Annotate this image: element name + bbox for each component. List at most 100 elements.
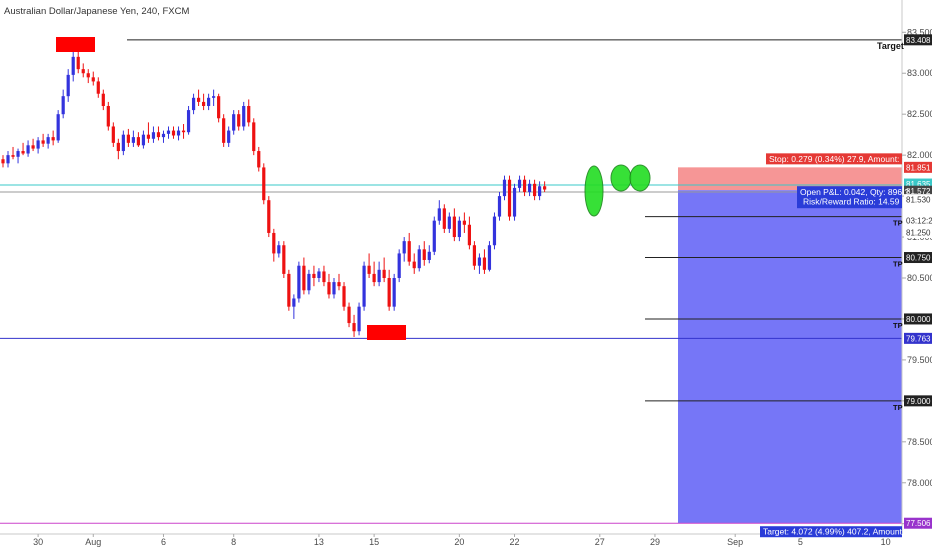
candle-body <box>482 257 487 270</box>
pnl-info-bg <box>797 186 902 209</box>
support-price-badge: 79.763 <box>906 334 931 343</box>
candle-body <box>522 179 527 192</box>
x-tick-label: 6 <box>161 537 166 547</box>
risk-reward-text: Risk/Reward Ratio: 14.59 <box>803 197 900 207</box>
countdown-badge-bg <box>904 215 932 227</box>
target-info-text: Target: 4.072 (4.99%) 407.2, Amount:... <box>763 527 911 537</box>
candle-body <box>31 145 35 149</box>
candle-body <box>71 56 75 75</box>
candle-body <box>232 114 236 131</box>
candle-body <box>91 77 95 82</box>
y-tick-label: 78.500 <box>907 437 932 447</box>
x-tick-label: 27 <box>595 537 605 547</box>
candle-body <box>217 96 221 119</box>
candle-body <box>322 271 326 283</box>
candle-body <box>502 179 507 197</box>
candle-body <box>257 151 261 168</box>
price-81530-badge: 81.530 <box>906 196 931 205</box>
candle-body <box>292 298 296 307</box>
tp-price-badge-4-bg <box>904 395 932 407</box>
stop-zone <box>678 167 902 191</box>
candle-body <box>543 186 547 190</box>
candle-body <box>126 134 130 143</box>
y-tick-label: 82.500 <box>907 109 932 119</box>
candle-body <box>422 249 426 260</box>
candle-body <box>136 137 141 146</box>
target-zone <box>678 190 902 524</box>
candle-body <box>532 183 537 197</box>
candle-body <box>66 74 70 97</box>
target-price-badge: 83.408 <box>906 36 931 45</box>
target-price-badge-bg <box>904 34 932 46</box>
candle-body <box>342 286 346 307</box>
candle-body <box>171 130 176 136</box>
candle-body <box>302 265 306 291</box>
entry-price-badge: 81.572 <box>906 187 931 196</box>
candle-body <box>96 81 100 94</box>
y-tick-label: 79.500 <box>907 355 932 365</box>
candle-body <box>372 273 376 283</box>
candle-body <box>412 261 416 269</box>
x-tick-label: 5 <box>798 537 803 547</box>
candle-body <box>156 132 161 138</box>
x-tick-label: 8 <box>231 537 236 547</box>
candle-body <box>26 145 30 154</box>
high-marker <box>56 37 95 52</box>
x-tick-label: 10 <box>881 537 891 547</box>
candle-body <box>202 101 206 106</box>
price-81530-badge-bg <box>904 194 932 206</box>
candle-body <box>407 241 411 262</box>
x-tick-label: 29 <box>650 537 660 547</box>
pattern-ellipse <box>610 164 632 192</box>
candle-body <box>442 208 446 229</box>
candle-body <box>6 155 10 164</box>
y-tick-label: 83.000 <box>907 68 932 78</box>
x-tick-label: 20 <box>454 537 464 547</box>
tp-price-badge-3: 80.000 <box>906 315 931 324</box>
candle-body <box>397 253 401 278</box>
tp-price-badge-4: 79.000 <box>906 397 931 406</box>
candle-body <box>332 282 336 295</box>
open-pl-text: Open P&L: 0.042, Qty: 896.? <box>800 187 909 197</box>
candle-body <box>222 118 226 143</box>
candle-body <box>151 132 156 139</box>
candle-body <box>207 97 211 106</box>
y-tick-label: 78.000 <box>907 478 932 488</box>
candle-body <box>191 97 196 111</box>
low-marker <box>367 325 406 340</box>
candle-body <box>121 134 125 152</box>
candle-body <box>538 186 542 197</box>
candle-body <box>327 282 331 295</box>
candle-body <box>392 278 396 307</box>
candle-body <box>402 241 406 254</box>
candle-body <box>212 96 216 98</box>
candle-body <box>527 183 532 192</box>
low-target-price-badge-bg <box>904 517 932 529</box>
candle-body <box>116 142 120 152</box>
countdown-badge: 03:12:26 <box>906 217 932 226</box>
candle-body <box>507 179 512 217</box>
candle-body <box>161 133 166 138</box>
candle-body <box>51 137 55 141</box>
candle-body <box>76 56 80 70</box>
tp-level-label: TP <box>893 321 903 330</box>
candle-body <box>247 106 251 123</box>
candle-body <box>357 306 361 332</box>
entry-price-badge-bg <box>904 185 932 197</box>
tp-price-badge-3-bg <box>904 313 932 325</box>
candle-body <box>16 151 20 157</box>
candle-body <box>297 265 301 299</box>
stop-info-text: Stop: 0.279 (0.34%) 27.9, Amount: ? <box>769 154 907 164</box>
candle-body <box>487 245 492 270</box>
candle-body <box>352 323 356 332</box>
candle-body <box>61 96 65 115</box>
candle-body <box>56 114 60 141</box>
chart-title: Australian Dollar/Japanese Yen, 240, FXC… <box>4 6 189 17</box>
candle-body <box>512 187 517 217</box>
target-info-bg <box>760 526 902 538</box>
candle-body <box>427 251 431 260</box>
candle-body <box>317 271 321 278</box>
candle-body <box>267 200 271 233</box>
candle-body <box>337 282 341 287</box>
